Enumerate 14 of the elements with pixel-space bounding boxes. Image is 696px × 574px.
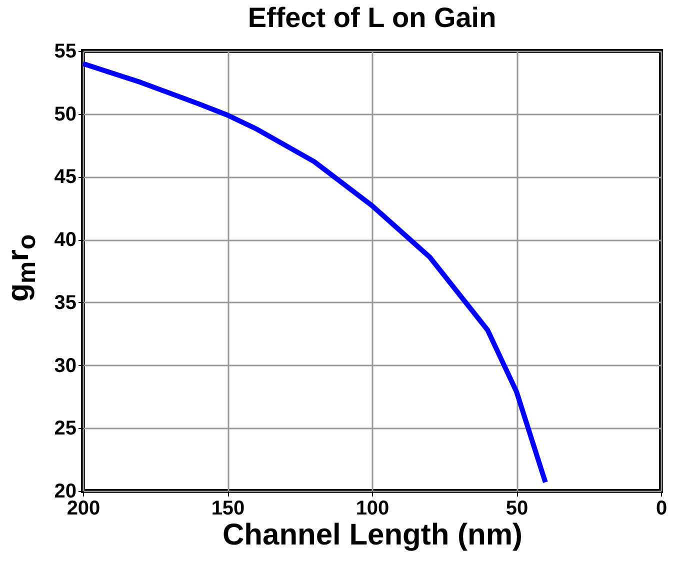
y-tick-label: 45 — [54, 166, 76, 188]
x-tick-label: 0 — [656, 498, 668, 520]
x-axis-title: Channel Length (nm) — [222, 518, 522, 552]
x-tick-label: 50 — [506, 498, 528, 520]
x-tick-label: 200 — [66, 498, 100, 520]
y-tick-label: 40 — [54, 229, 76, 252]
y-tick-label: 30 — [54, 354, 76, 377]
y-tick-label: 50 — [54, 103, 76, 126]
chart-title: Effect of L on Gain — [248, 2, 496, 33]
y-tick-label: 35 — [54, 292, 76, 314]
y-tick-label: 55 — [54, 40, 76, 62]
x-tick-label: 150 — [211, 498, 245, 520]
x-tick-label: 100 — [356, 498, 390, 520]
y-tick-label: 25 — [54, 418, 76, 440]
